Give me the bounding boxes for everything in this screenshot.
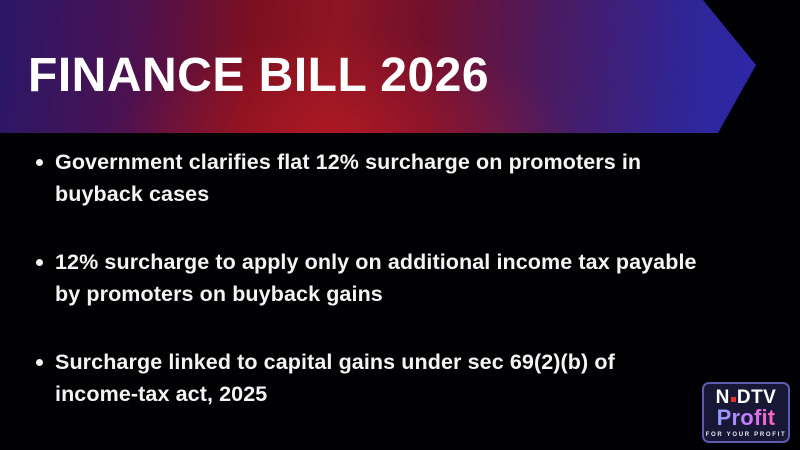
bullet-list: Government clarifies flat 12% surcharge … — [36, 146, 766, 446]
bullet-text: Government clarifies flat 12% surcharge … — [55, 146, 641, 210]
ndtv-n-letter: N — [715, 387, 730, 408]
bullet-line: buyback cases — [55, 182, 210, 206]
list-item: Surcharge linked to capital gains under … — [36, 346, 766, 410]
bullet-text: 12% surcharge to apply only on additiona… — [55, 246, 697, 310]
bullet-line: Government clarifies flat 12% surcharge … — [55, 150, 642, 174]
bullet-dot-icon — [36, 359, 43, 366]
ndtv-dtv-letters: DTV — [736, 387, 777, 408]
bullet-text: Surcharge linked to capital gains under … — [55, 346, 615, 410]
header-banner: FINANCE BILL 2026 — [0, 0, 756, 133]
ndtv-profit-logo: N DTV Profit FOR YOUR PROFIT — [702, 382, 790, 443]
list-item: Government clarifies flat 12% surcharge … — [36, 146, 766, 210]
bullet-dot-icon — [36, 259, 43, 266]
bullet-line: by promoters on buyback gains — [55, 282, 383, 306]
bullet-line: Surcharge linked to capital gains under … — [55, 350, 615, 374]
logo-tagline: FOR YOUR PROFIT — [705, 432, 787, 438]
ndtv-red-dot-icon — [730, 397, 736, 402]
bullet-line: income-tax act, 2025 — [55, 382, 268, 406]
bullet-dot-icon — [36, 159, 43, 166]
profit-wordmark: Profit — [716, 405, 776, 430]
list-item: 12% surcharge to apply only on additiona… — [36, 246, 766, 310]
ndtv-wordmark: N DTV — [716, 388, 777, 407]
page-title: FINANCE BILL 2026 — [28, 49, 490, 102]
bullet-line: 12% surcharge to apply only on additiona… — [55, 250, 697, 274]
